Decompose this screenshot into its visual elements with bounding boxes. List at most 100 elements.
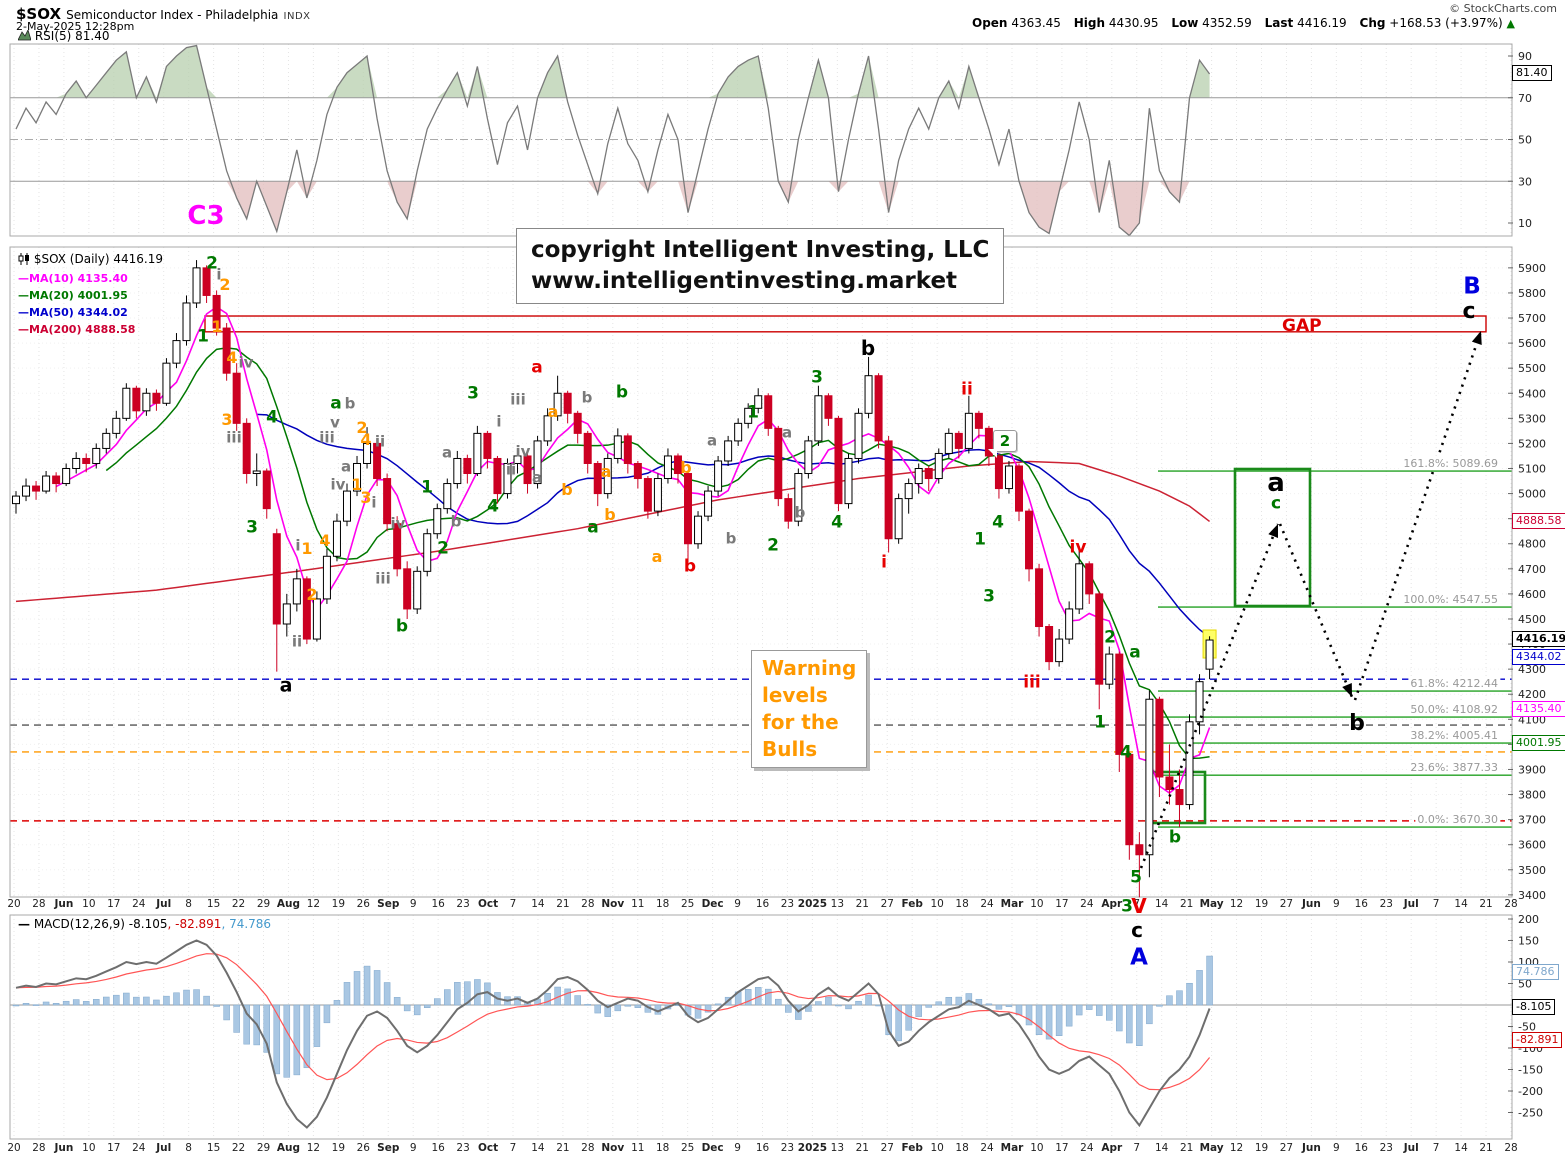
- chg-label: Chg: [1359, 16, 1386, 30]
- wave-label: iv: [515, 442, 531, 461]
- wave-label: iii: [319, 428, 335, 447]
- svg-text:29: 29: [257, 1142, 270, 1154]
- svg-text:Nov: Nov: [601, 1142, 624, 1154]
- wave-label: b: [344, 394, 356, 413]
- wave-label: a: [547, 402, 559, 421]
- axis-value-box: 81.40: [1512, 64, 1552, 81]
- wave-label: iv: [1069, 537, 1087, 558]
- wave-label: a: [531, 468, 543, 487]
- svg-text:22: 22: [232, 898, 245, 910]
- svg-text:7: 7: [510, 1142, 517, 1154]
- svg-text:70: 70: [1518, 92, 1532, 105]
- wave-label: a: [330, 393, 342, 414]
- svg-text:Mar: Mar: [1001, 898, 1025, 910]
- symbol: $SOX: [16, 5, 62, 23]
- svg-text:Jun: Jun: [1301, 1142, 1321, 1154]
- svg-text:28: 28: [32, 1142, 45, 1154]
- wave-label: b: [680, 458, 692, 477]
- svg-text:26: 26: [357, 898, 371, 910]
- symbol-name: Semiconductor Index - Philadelphia: [66, 8, 279, 22]
- svg-text:10: 10: [1030, 898, 1043, 910]
- wave-label: 4: [992, 512, 1004, 533]
- fib-label: 0.0%: 3670.30: [1415, 813, 1500, 827]
- wave2-callout: 2: [988, 430, 1017, 458]
- arrowhead: [1471, 331, 1482, 345]
- wave-label: 1: [1094, 712, 1106, 733]
- svg-text:18: 18: [656, 898, 669, 910]
- svg-text:29: 29: [257, 898, 270, 910]
- svg-text:Aug: Aug: [277, 1142, 300, 1154]
- axis-value-box: -82.891: [1512, 1031, 1563, 1048]
- wave-label: 2: [767, 535, 779, 556]
- svg-text:50: 50: [1518, 978, 1532, 991]
- svg-text:28: 28: [32, 898, 45, 910]
- wave-label: b: [683, 556, 697, 577]
- macd-legend-value: , -82.891: [167, 917, 222, 931]
- svg-text:14: 14: [1454, 898, 1468, 910]
- svg-text:9: 9: [734, 1142, 741, 1154]
- ma-legend: —MA(10) 4135.40 —MA(20) 4001.95 —MA(50) 43…: [18, 270, 135, 338]
- svg-text:12: 12: [307, 1142, 320, 1154]
- dotted-arrow: [1278, 523, 1354, 698]
- wave-label: iii: [375, 569, 391, 588]
- svg-text:9: 9: [410, 1142, 417, 1154]
- quote-line: Open 4363.45 High 4430.95 Low 4352.59 La…: [963, 16, 1515, 30]
- wave-label: 3: [811, 367, 823, 388]
- svg-text:10: 10: [82, 898, 95, 910]
- fib-label: 61.8%: 4212.44: [1408, 677, 1500, 691]
- wave-label: 2: [356, 418, 368, 437]
- copyright-line1: copyright Intelligent Investing, LLC: [531, 237, 990, 263]
- wave-label: a: [1267, 468, 1285, 498]
- svg-text:24: 24: [132, 898, 146, 910]
- svg-text:17: 17: [1055, 1142, 1068, 1154]
- wave-label: iv: [330, 475, 346, 494]
- svg-text:24: 24: [132, 1142, 146, 1154]
- fib-label: 38.2%: 4005.41: [1408, 729, 1500, 743]
- wave-label: ii: [374, 432, 386, 451]
- rsi-legend-text: RSI(5) 81.40: [34, 29, 110, 43]
- svg-text:24: 24: [980, 898, 994, 910]
- price-legend: $SOX (Daily) 4416.19: [18, 252, 163, 266]
- svg-text:Jun: Jun: [53, 898, 73, 910]
- wave-label: 1: [747, 402, 759, 423]
- axis-value-box: 4135.40: [1512, 701, 1565, 718]
- svg-text:13: 13: [831, 898, 844, 910]
- macd-legend-name: MACD(12,26,9): [33, 917, 125, 931]
- svg-text:5400: 5400: [1518, 387, 1546, 400]
- wave-label: 5: [1130, 867, 1142, 888]
- svg-text:11: 11: [631, 1142, 644, 1154]
- svg-text:9: 9: [1333, 898, 1340, 910]
- wave-label: b: [794, 503, 806, 522]
- wave-label: 2: [206, 253, 218, 274]
- svg-text:10: 10: [930, 898, 943, 910]
- svg-text:14: 14: [531, 898, 545, 910]
- svg-text:4800: 4800: [1518, 538, 1546, 551]
- wave-label: 4: [266, 407, 278, 428]
- svg-text:5900: 5900: [1518, 262, 1546, 275]
- svg-text:17: 17: [107, 1142, 120, 1154]
- svg-text:7: 7: [510, 898, 517, 910]
- warning-box-line: levels: [762, 683, 828, 707]
- wave-label: 4: [360, 430, 372, 449]
- chg-value: +168.53 (+3.97%): [1389, 16, 1503, 30]
- svg-text:19: 19: [1255, 1142, 1268, 1154]
- wave-label: ii: [961, 379, 973, 400]
- macd-legend: — MACD(12,26,9) -8.105, -82.891, 74.786: [18, 917, 271, 931]
- wave-label: 1: [301, 539, 313, 558]
- wave-label: A: [1130, 944, 1148, 971]
- svg-text:21: 21: [1479, 1142, 1492, 1154]
- dotted-arrow: [1353, 330, 1483, 701]
- wave-label: a: [587, 517, 599, 538]
- wave-label: 2: [219, 275, 231, 294]
- gap-zone: [204, 315, 1487, 333]
- wave-label: 3: [983, 586, 995, 607]
- svg-text:21: 21: [556, 1142, 569, 1154]
- svg-text:15: 15: [207, 898, 220, 910]
- svg-text:Jul: Jul: [155, 898, 171, 910]
- wave-label: a: [531, 357, 543, 378]
- svg-text:21: 21: [856, 898, 869, 910]
- svg-text:21: 21: [556, 898, 569, 910]
- arrowhead: [1268, 524, 1279, 539]
- wave2-callout-text: 2: [999, 432, 1011, 450]
- svg-text:Feb: Feb: [902, 1142, 924, 1154]
